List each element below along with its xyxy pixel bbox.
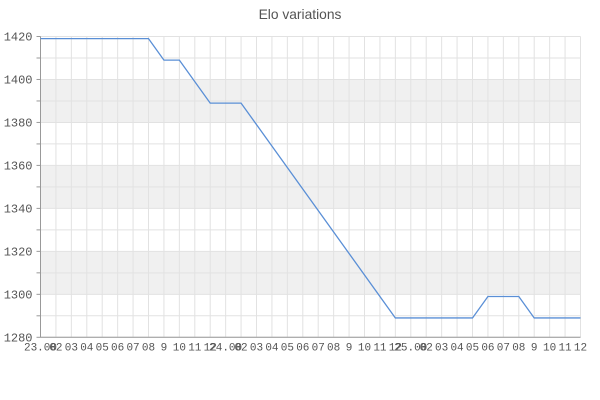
svg-text:07: 07: [126, 342, 139, 354]
svg-text:04: 04: [265, 342, 279, 354]
svg-text:1300: 1300: [4, 288, 33, 302]
svg-text:08: 08: [142, 342, 155, 354]
svg-text:10: 10: [543, 342, 556, 354]
svg-text:10: 10: [173, 342, 186, 354]
svg-text:1340: 1340: [4, 202, 33, 216]
svg-text:11: 11: [188, 342, 202, 354]
svg-text:1360: 1360: [4, 159, 33, 173]
svg-text:03: 03: [435, 342, 448, 354]
svg-text:04: 04: [80, 342, 94, 354]
svg-text:1380: 1380: [4, 116, 33, 130]
svg-text:03: 03: [65, 342, 78, 354]
svg-text:10: 10: [358, 342, 371, 354]
svg-text:08: 08: [327, 342, 340, 354]
svg-text:06: 06: [481, 342, 494, 354]
svg-text:07: 07: [312, 342, 325, 354]
svg-text:1320: 1320: [4, 245, 33, 259]
svg-text:9: 9: [346, 342, 353, 354]
svg-text:02: 02: [420, 342, 433, 354]
svg-text:04: 04: [450, 342, 464, 354]
svg-text:06: 06: [296, 342, 309, 354]
svg-text:12: 12: [574, 342, 587, 354]
svg-text:02: 02: [234, 342, 247, 354]
svg-text:1400: 1400: [4, 73, 33, 87]
svg-text:06: 06: [111, 342, 124, 354]
svg-text:11: 11: [558, 342, 572, 354]
svg-text:05: 05: [466, 342, 479, 354]
svg-text:9: 9: [161, 342, 168, 354]
svg-text:08: 08: [512, 342, 525, 354]
svg-text:02: 02: [49, 342, 62, 354]
svg-text:9: 9: [531, 342, 538, 354]
svg-text:11: 11: [373, 342, 387, 354]
svg-text:07: 07: [497, 342, 510, 354]
svg-text:03: 03: [250, 342, 263, 354]
svg-text:05: 05: [96, 342, 109, 354]
svg-text:05: 05: [281, 342, 294, 354]
svg-text:1420: 1420: [4, 31, 33, 45]
